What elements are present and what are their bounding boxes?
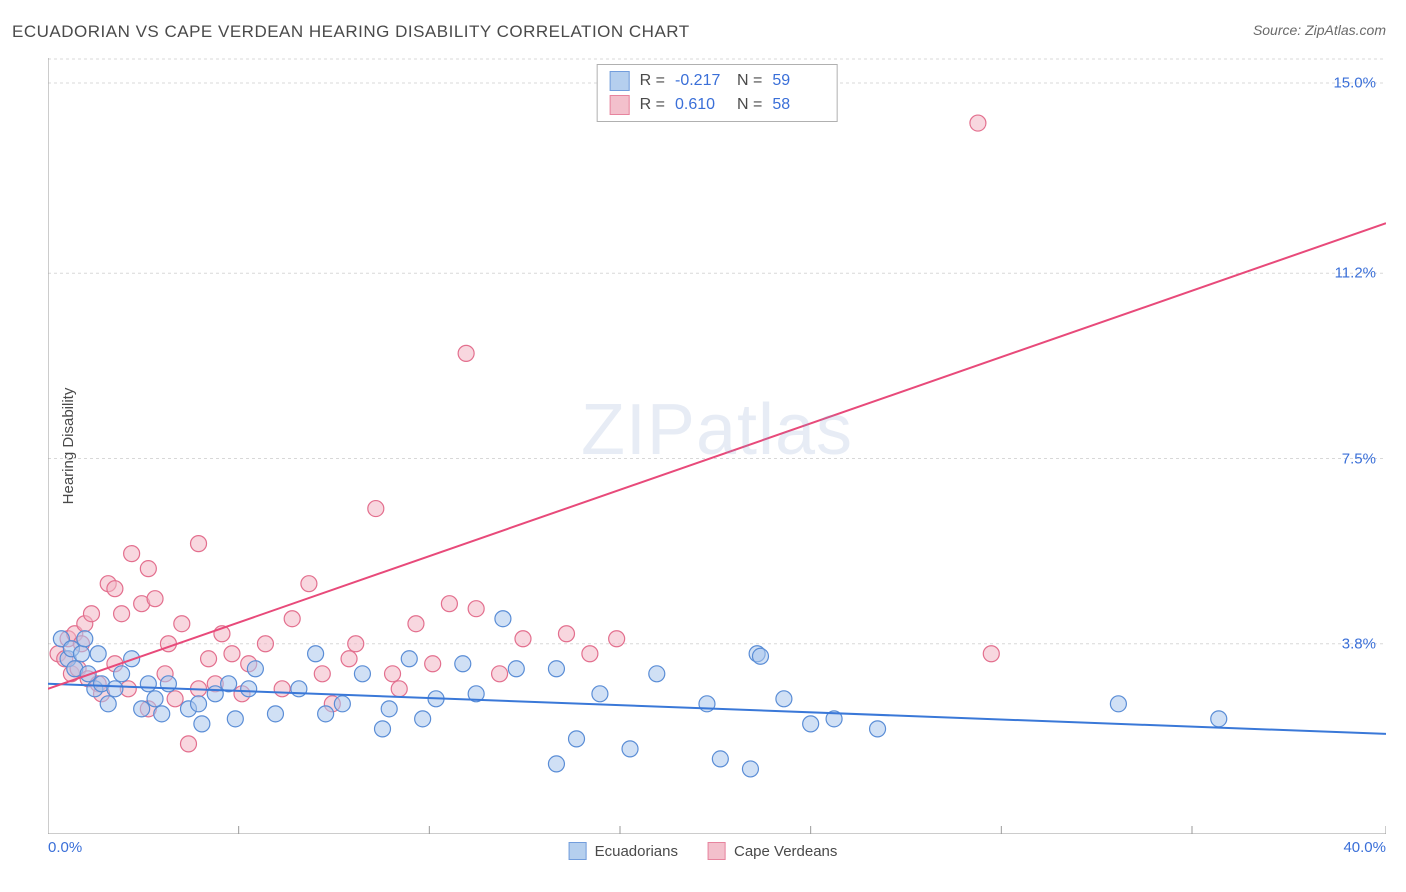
stat-n-label: N = [737, 72, 762, 90]
y-tick-label: 11.2% [1335, 265, 1376, 282]
chart-container: ECUADORIAN VS CAPE VERDEAN HEARING DISAB… [0, 0, 1406, 892]
stat-r-label: R = [640, 72, 665, 90]
y-tick-label: 7.5% [1342, 450, 1376, 467]
legend-label-capeverdeans: Cape Verdeans [734, 843, 837, 860]
legend-item-capeverdeans: Cape Verdeans [708, 842, 837, 860]
legend-item-ecuadorians: Ecuadorians [569, 842, 678, 860]
stats-legend: R = -0.217 N = 59 R = 0.610 N = 58 [597, 64, 838, 122]
legend-label-ecuadorians: Ecuadorians [595, 843, 678, 860]
stats-row-capeverdeans: R = 0.610 N = 58 [610, 93, 825, 117]
chart-title: ECUADORIAN VS CAPE VERDEAN HEARING DISAB… [12, 22, 690, 42]
stat-n-value-capeverdeans: 58 [772, 96, 824, 114]
x-axis-min-label: 0.0% [48, 839, 82, 856]
legend-swatch-ecuadorians-icon [569, 842, 587, 860]
legend-swatch-capeverdeans-icon [708, 842, 726, 860]
stat-r-value-ecuadorians: -0.217 [675, 72, 727, 90]
plot-area: ZIPatlas R = -0.217 N = 59 R = 0.610 N =… [48, 58, 1386, 834]
source-label: Source: ZipAtlas.com [1253, 22, 1386, 38]
stat-r-value-capeverdeans: 0.610 [675, 96, 727, 114]
y-tick-label: 3.8% [1342, 635, 1376, 652]
stat-n-value-ecuadorians: 59 [772, 72, 824, 90]
stat-r-label: R = [640, 96, 665, 114]
stats-row-ecuadorians: R = -0.217 N = 59 [610, 69, 825, 93]
x-axis-max-label: 40.0% [1343, 839, 1386, 856]
bottom-legend: Ecuadorians Cape Verdeans [569, 842, 838, 860]
scatter-plot-svg [48, 58, 1386, 834]
swatch-ecuadorians-icon [610, 71, 630, 91]
stat-n-label: N = [737, 96, 762, 114]
y-tick-label: 15.0% [1333, 75, 1376, 92]
swatch-capeverdeans-icon [610, 95, 630, 115]
